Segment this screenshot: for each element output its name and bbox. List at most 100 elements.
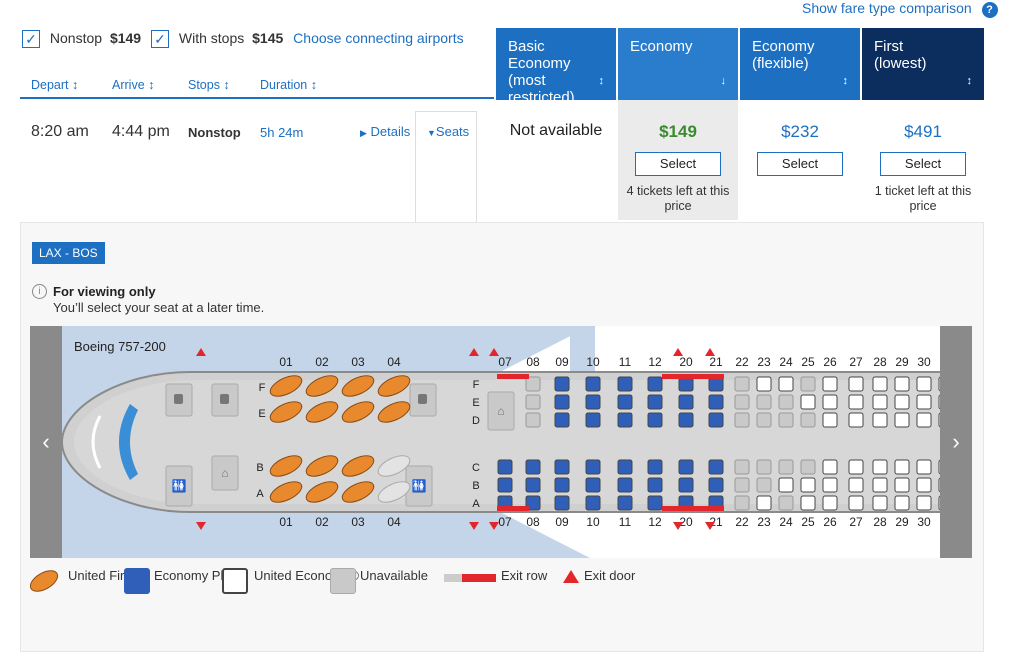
select-fare-button[interactable]: Select [880, 152, 966, 176]
seat [778, 477, 794, 493]
fare-header-3[interactable]: First (lowest) ↕ [862, 28, 984, 100]
row-label-top: 26 [823, 355, 837, 369]
select-fare-button[interactable]: Select [635, 152, 721, 176]
nonstop-label: Nonstop [49, 30, 103, 46]
exit-row-bar [662, 374, 724, 379]
seat [916, 495, 932, 511]
fare-header-label: Basic Economy (most restricted) [508, 38, 575, 106]
stops-filter: ✓ Nonstop $149 ✓ With stops $145 Choose … [22, 30, 464, 49]
seats-tab[interactable]: ▼Seats [415, 111, 477, 223]
seat [894, 477, 910, 493]
first-class-seat [269, 401, 303, 423]
nonstop-checkbox[interactable]: ✓ [22, 30, 40, 49]
seat [848, 412, 864, 428]
fare-cell-0: Not available [496, 100, 616, 220]
first-class-seat [341, 401, 375, 423]
row-label-bottom: 24 [779, 515, 793, 529]
viewing-title: For viewing only [53, 284, 156, 299]
seat [800, 495, 816, 511]
first-class-seat [377, 401, 411, 423]
first-row-label-top: 01 [279, 355, 293, 369]
row-label-top: 25 [801, 355, 815, 369]
duration-link[interactable]: 5h 24m [260, 125, 304, 140]
tickets-left-note: 1 ticket left at this price [874, 184, 972, 213]
details-link[interactable]: ▶ Details [360, 124, 410, 139]
fare-header-0[interactable]: Basic Economy (most restricted) ↕ [496, 28, 616, 106]
row-label-top: 23 [757, 355, 771, 369]
sort-icon: ↕ [842, 75, 849, 87]
seat [756, 394, 772, 410]
first-row-label-bottom: 04 [387, 515, 401, 529]
seat [525, 376, 541, 392]
seat [800, 376, 816, 392]
sort-icon: ↓ [720, 75, 727, 87]
fare-header-2[interactable]: Economy (flexible) ↕ [740, 28, 860, 100]
seat [708, 459, 724, 475]
scroll-left-button[interactable]: ‹ [30, 326, 62, 558]
row-label-bottom: 07 [498, 515, 512, 529]
fare-comparison-link[interactable]: Show fare type comparison ? [802, 0, 998, 18]
seat [916, 394, 932, 410]
seats-label: Seats [435, 124, 470, 139]
select-fare-button[interactable]: Select [757, 152, 843, 176]
withstops-checkbox[interactable]: ✓ [150, 30, 169, 49]
route-badge: LAX - BOS [32, 242, 105, 264]
seat [848, 376, 864, 392]
first-class-seat [269, 481, 303, 503]
sort-stops[interactable]: Stops ↕ [188, 78, 230, 92]
seat [617, 376, 633, 392]
legend-exit-door: Exit door [584, 568, 636, 583]
first-class-seat [341, 481, 375, 503]
seat [554, 495, 570, 511]
sort-duration[interactable]: Duration ↕ [260, 78, 317, 92]
seat [617, 477, 633, 493]
seat [525, 412, 541, 428]
exit-door-icon [196, 522, 206, 530]
scroll-right-button[interactable]: › [940, 326, 972, 558]
sort-icon: ↕ [598, 75, 605, 87]
seat [617, 459, 633, 475]
seat [554, 412, 570, 428]
seat [848, 495, 864, 511]
first-row-label-top: 04 [387, 355, 401, 369]
connecting-airports-link[interactable]: Choose connecting airports [293, 30, 464, 46]
seat [894, 412, 910, 428]
row-label-top: 10 [586, 355, 600, 369]
seat [916, 376, 932, 392]
row-label-top: 21 [709, 355, 723, 369]
coffee-cup-icon [220, 394, 229, 404]
seat [822, 394, 838, 410]
seat [734, 412, 750, 428]
fare-price: $491 [904, 122, 942, 141]
exit-row-bar [662, 506, 724, 511]
seat [872, 412, 888, 428]
seat [585, 477, 601, 493]
seat [848, 459, 864, 475]
sort-depart[interactable]: Depart ↕ [31, 78, 79, 92]
seat [708, 412, 724, 428]
closet-icon [211, 455, 239, 491]
row-label-top: 07 [498, 355, 512, 369]
seat-letter: F [473, 379, 480, 391]
exit-door-icon [705, 522, 715, 530]
fare-header-1[interactable]: Economy ↓ [618, 28, 738, 100]
first-row-label-bottom: 01 [279, 515, 293, 529]
row-label-top: 20 [679, 355, 693, 369]
seat-letter: C [472, 462, 480, 474]
seat [678, 459, 694, 475]
row-label-bottom: 11 [619, 515, 632, 529]
seat [554, 376, 570, 392]
seat [647, 495, 663, 511]
row-label-bottom: 30 [917, 515, 931, 529]
exit-row-bar [497, 374, 529, 379]
fare-price: $149 [659, 122, 697, 141]
sort-arrive[interactable]: Arrive ↕ [112, 78, 155, 92]
lavatory-icon [165, 465, 193, 507]
wing-upper [500, 326, 972, 372]
nonstop-price: $149 [109, 30, 142, 46]
wing-edge-upper [570, 326, 595, 372]
seat [822, 376, 838, 392]
row-label-bottom: 12 [648, 515, 662, 529]
exit-door-icon [469, 522, 479, 530]
first-class-seat [341, 375, 375, 397]
